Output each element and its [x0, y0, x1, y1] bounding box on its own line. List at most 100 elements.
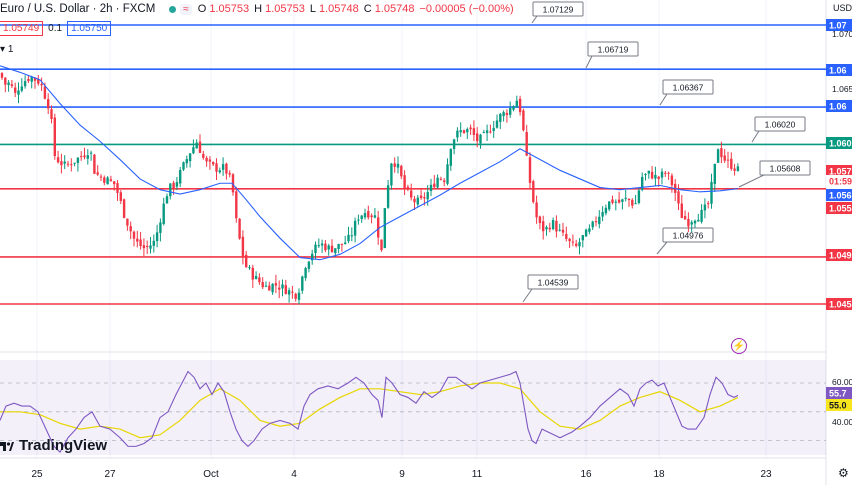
candle-up — [162, 197, 165, 226]
candle-body — [413, 198, 416, 203]
candle-body — [202, 153, 205, 158]
candle-down — [278, 280, 281, 299]
tradingview-logo-icon — [0, 441, 14, 451]
indicator-count-value: 1 — [7, 44, 14, 55]
candle-up — [558, 223, 561, 232]
candle-up — [598, 210, 601, 229]
candle-up — [106, 176, 109, 185]
time-tick: 9 — [399, 469, 405, 480]
bid-ask-row: 1.05749 0.1 1.05750 — [0, 21, 112, 36]
candle-body — [175, 182, 179, 187]
candle-body — [373, 215, 377, 218]
symbol-title[interactable]: Euro / U.S. Dollar · 2h · FXCM — [0, 3, 156, 15]
candle-down — [707, 200, 710, 209]
candle-down — [370, 213, 373, 224]
candle-body — [621, 199, 624, 202]
candle-body — [307, 261, 311, 269]
candle-body — [512, 106, 515, 110]
candle-down — [33, 77, 37, 89]
buy-button[interactable]: 1.05750 — [67, 21, 112, 36]
candle-body — [142, 245, 146, 249]
candle-down — [142, 238, 146, 257]
candle-body — [571, 241, 575, 243]
candle-up — [159, 218, 162, 242]
candle-body — [106, 177, 109, 185]
price-badge: 1.055 — [826, 202, 852, 214]
candle-down — [284, 279, 287, 295]
lightning-icon[interactable]: ⚡ — [731, 338, 747, 354]
candle-body — [274, 283, 278, 286]
candle-down — [683, 210, 687, 220]
candle-down — [670, 173, 674, 193]
candle-down — [235, 186, 238, 223]
candle-up — [7, 80, 10, 92]
candle-body — [545, 227, 548, 230]
candle-up — [218, 167, 221, 174]
candle-up — [693, 219, 697, 228]
candle-down — [212, 161, 215, 167]
candle-body — [446, 164, 449, 184]
candle-down — [50, 105, 53, 124]
callout-box — [587, 41, 639, 57]
candle-up — [515, 95, 518, 108]
candle-body — [479, 134, 482, 144]
candle-down — [650, 165, 654, 180]
candle-up — [713, 163, 716, 193]
status-badge[interactable]: ≈ — [180, 3, 192, 15]
candle-body — [693, 220, 697, 224]
candle-up — [264, 281, 268, 288]
candle-down — [518, 95, 522, 116]
candle-body — [502, 112, 505, 117]
candle-up — [449, 148, 452, 171]
candle-body — [73, 162, 76, 164]
settings-gear-icon[interactable]: ⚙ — [838, 466, 849, 480]
candle-down — [528, 152, 532, 189]
candle-up — [149, 237, 152, 254]
callout-label: 1.06719 — [598, 45, 629, 55]
candle-body — [182, 162, 185, 170]
price-badge-bg — [826, 175, 852, 187]
candle-body — [403, 175, 406, 189]
candle-body — [416, 197, 419, 205]
callout-box — [759, 160, 811, 176]
time-tick: 18 — [653, 469, 665, 480]
candle-body — [561, 229, 565, 233]
tradingview-logo[interactable]: TradingView — [0, 437, 107, 454]
candle-up — [703, 198, 707, 219]
sell-button[interactable]: 1.05749 — [0, 21, 44, 36]
rsi-line — [0, 370, 739, 454]
candle-down — [93, 153, 96, 174]
candle-body — [657, 176, 660, 179]
candle-body — [113, 181, 116, 185]
candle-down — [47, 93, 50, 115]
indicator-count[interactable]: ▾ 1 — [0, 44, 13, 55]
candle-body — [129, 226, 132, 232]
time-tick: 25 — [31, 469, 43, 480]
candle-body — [261, 282, 264, 288]
candle-down — [393, 157, 396, 173]
ohlc-low-label: L — [309, 3, 316, 15]
candle-body — [637, 190, 641, 204]
candle-up — [155, 224, 159, 248]
candle-down — [617, 191, 621, 204]
candle-body — [83, 155, 86, 158]
candle-down — [129, 221, 132, 240]
candle-up — [466, 127, 469, 140]
candle-up — [459, 122, 462, 137]
candle-body — [76, 157, 80, 164]
candle-body — [350, 235, 353, 237]
rsi-badge-bg — [826, 399, 852, 411]
candle-down — [677, 184, 680, 211]
candle-down — [561, 222, 565, 237]
candle-body — [730, 158, 733, 169]
candle-down — [40, 77, 43, 91]
candle-body — [297, 292, 301, 300]
candle-up — [654, 166, 657, 187]
candle-body — [489, 131, 492, 133]
candle-body — [423, 197, 426, 199]
candle-up — [287, 287, 291, 303]
price-badge-text: 1.06 — [829, 102, 847, 112]
candle-up — [337, 243, 340, 254]
rsi-badge-bg — [826, 387, 852, 399]
